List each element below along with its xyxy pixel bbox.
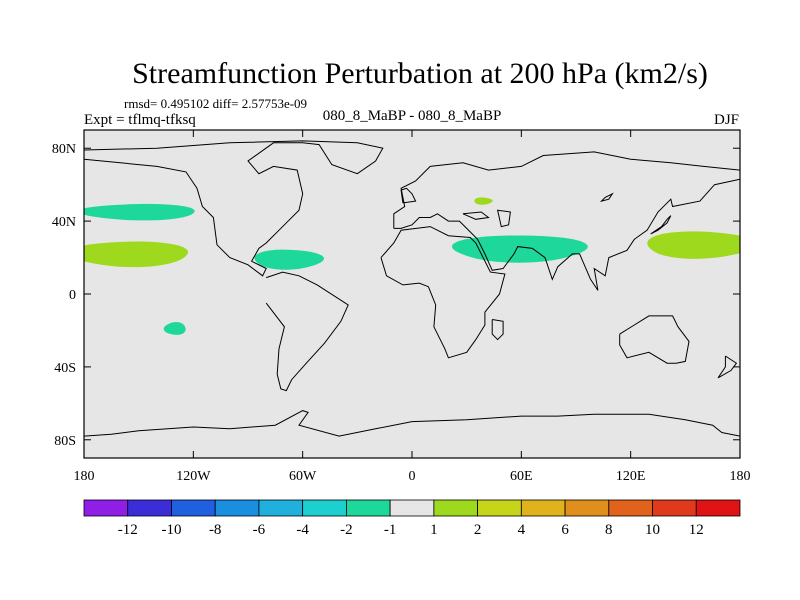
colorbar-swatch (608, 499, 653, 517)
y-axis: 80N 40N 0 40S 80S (52, 142, 740, 449)
coastline-south-america (265, 271, 349, 392)
season-label: DJF (714, 112, 739, 128)
anomaly-central-asia-pos (474, 197, 493, 205)
stats-text: rmsd= 0.495102 diff= 2.57753e-09 (124, 96, 307, 111)
x-axis: 180 120W 60W 0 60E 120E 180 (74, 130, 751, 484)
colorbar-label: -4 (296, 522, 309, 538)
colorbar-swatch (695, 499, 741, 517)
x-tick-label: 0 (409, 469, 416, 484)
coastline-north-america (84, 140, 384, 277)
colorbar-label: -10 (161, 522, 181, 538)
y-tick-label: 40N (52, 215, 76, 230)
colorbar-label: -6 (253, 522, 266, 538)
anomaly-w-pacific-pos (647, 231, 740, 259)
colorbar-swatch (171, 499, 216, 517)
colorbar-label: -1 (384, 522, 397, 538)
colorbar-swatch (433, 499, 478, 517)
coastline-new-zealand (717, 355, 738, 379)
coastline-australia (619, 315, 690, 364)
chart-title: Streamfunction Perturbation at 200 hPa (… (132, 57, 708, 90)
anomaly-n-pacific-neg (84, 203, 195, 221)
colorbar-swatch (564, 499, 610, 517)
y-tick-label: 80S (54, 434, 76, 449)
anomaly-atlantic-neg (254, 249, 324, 270)
colorbar-label: 12 (689, 522, 704, 538)
chart-subtitle: 080_8_MaBP - 080_8_MaBP (323, 108, 502, 124)
colorbar-swatch (477, 499, 522, 517)
colorbar-swatch (83, 499, 129, 517)
lake-caspian-sea (496, 209, 511, 228)
colorbar-swatch (520, 499, 566, 517)
colorbar-swatch (214, 499, 260, 517)
colorbar-label: 10 (645, 522, 660, 538)
map-panel (83, 129, 741, 459)
coastline-antarctica-coast (84, 410, 740, 437)
colorbar: -12 -10 -8 -6 -4 -2 -1 1 2 4 6 8 10 12 (83, 499, 741, 538)
y-tick-label: 0 (69, 288, 76, 303)
y-tick-label: 40S (54, 361, 76, 376)
coastline-british-isles (400, 187, 417, 204)
colorbar-label: -2 (340, 522, 353, 538)
x-tick-label: 180 (730, 469, 751, 484)
coastline-madagascar (491, 319, 504, 341)
experiment-label: Expt = tflmq-tfksq (84, 112, 196, 128)
colorbar-swatch (345, 499, 391, 517)
colorbar-swatch (258, 499, 304, 517)
x-tick-label: 120W (176, 469, 211, 484)
colorbar-label: -8 (209, 522, 222, 538)
colorbar-label: 6 (561, 522, 569, 538)
colorbar-swatch (389, 499, 435, 517)
x-tick-label: 180 (74, 469, 95, 484)
x-tick-label: 60W (289, 469, 317, 484)
anomaly-layer (84, 197, 740, 335)
colorbar-swatch (652, 499, 697, 517)
map-background (84, 130, 740, 458)
coastline-europe-asia (393, 151, 740, 291)
x-tick-label: 60E (510, 469, 533, 484)
colorbar-swatch (302, 499, 347, 517)
coastline-layer (84, 140, 740, 437)
anomaly-pacific-subtropics-pos (84, 241, 189, 268)
x-tick-label: 120E (616, 469, 646, 484)
anomaly-s-pacific-neg (163, 322, 186, 335)
coastline-japan (650, 215, 672, 235)
lake-black-sea (462, 211, 490, 220)
lake-lake-baikal (599, 192, 614, 203)
colorbar-label: 2 (474, 522, 482, 538)
coastline-africa (380, 226, 506, 359)
y-tick-label: 80N (52, 142, 76, 157)
colorbar-label: 8 (605, 522, 613, 538)
colorbar-label: 4 (518, 522, 526, 538)
colorbar-label: -12 (118, 522, 138, 538)
colorbar-label: 1 (430, 522, 438, 538)
colorbar-swatch (127, 499, 172, 517)
